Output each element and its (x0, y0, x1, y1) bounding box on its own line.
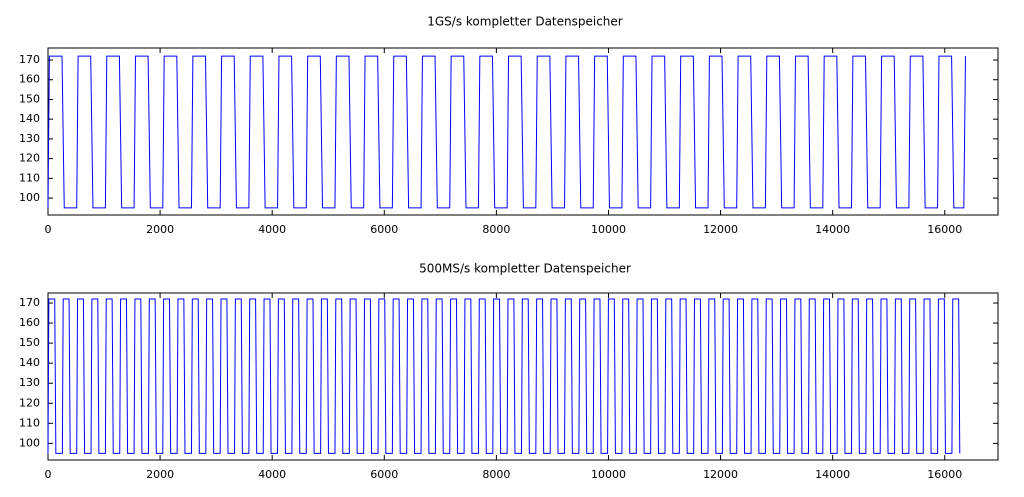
y-tick-label: 120 (19, 396, 40, 409)
y-tick-label: 100 (19, 436, 40, 449)
chart-title: 1GS/s kompletter Datenspeicher (427, 15, 623, 29)
y-tick-label: 150 (19, 92, 40, 105)
y-tick-label: 170 (19, 53, 40, 66)
y-tick-label: 130 (19, 132, 40, 145)
x-tick-label: 8000 (482, 468, 510, 481)
plot-frame (47, 47, 999, 216)
y-tick-label: 150 (19, 336, 40, 349)
x-tick-label: 0 (45, 468, 52, 481)
x-tick-label: 0 (45, 223, 52, 236)
x-tick-label: 6000 (370, 223, 398, 236)
x-tick-label: 10000 (591, 468, 626, 481)
y-tick-label: 100 (19, 191, 40, 204)
data-line (47, 298, 961, 454)
data-line (47, 55, 966, 209)
y-tick-label: 160 (19, 316, 40, 329)
y-tick-label: 140 (19, 356, 40, 369)
x-tick-label: 8000 (482, 223, 510, 236)
x-tick-label: 14000 (815, 223, 850, 236)
x-tick-label: 12000 (703, 468, 738, 481)
x-tick-label: 6000 (370, 468, 398, 481)
plot-frame (47, 292, 999, 461)
y-tick-label: 130 (19, 376, 40, 389)
x-tick-label: 4000 (258, 223, 286, 236)
y-tick-label: 110 (19, 171, 40, 184)
x-tick-label: 2000 (146, 223, 174, 236)
y-tick-label: 160 (19, 73, 40, 86)
y-tick-label: 120 (19, 152, 40, 165)
x-tick-label: 4000 (258, 468, 286, 481)
chart-title: 500MS/s kompletter Datenspeicher (419, 262, 631, 276)
y-tick-label: 140 (19, 112, 40, 125)
y-tick-label: 170 (19, 296, 40, 309)
x-tick-label: 12000 (703, 223, 738, 236)
x-tick-label: 10000 (591, 223, 626, 236)
y-tick-label: 110 (19, 416, 40, 429)
x-tick-label: 14000 (815, 468, 850, 481)
x-tick-label: 16000 (927, 468, 962, 481)
x-tick-label: 16000 (927, 223, 962, 236)
x-tick-label: 2000 (146, 468, 174, 481)
